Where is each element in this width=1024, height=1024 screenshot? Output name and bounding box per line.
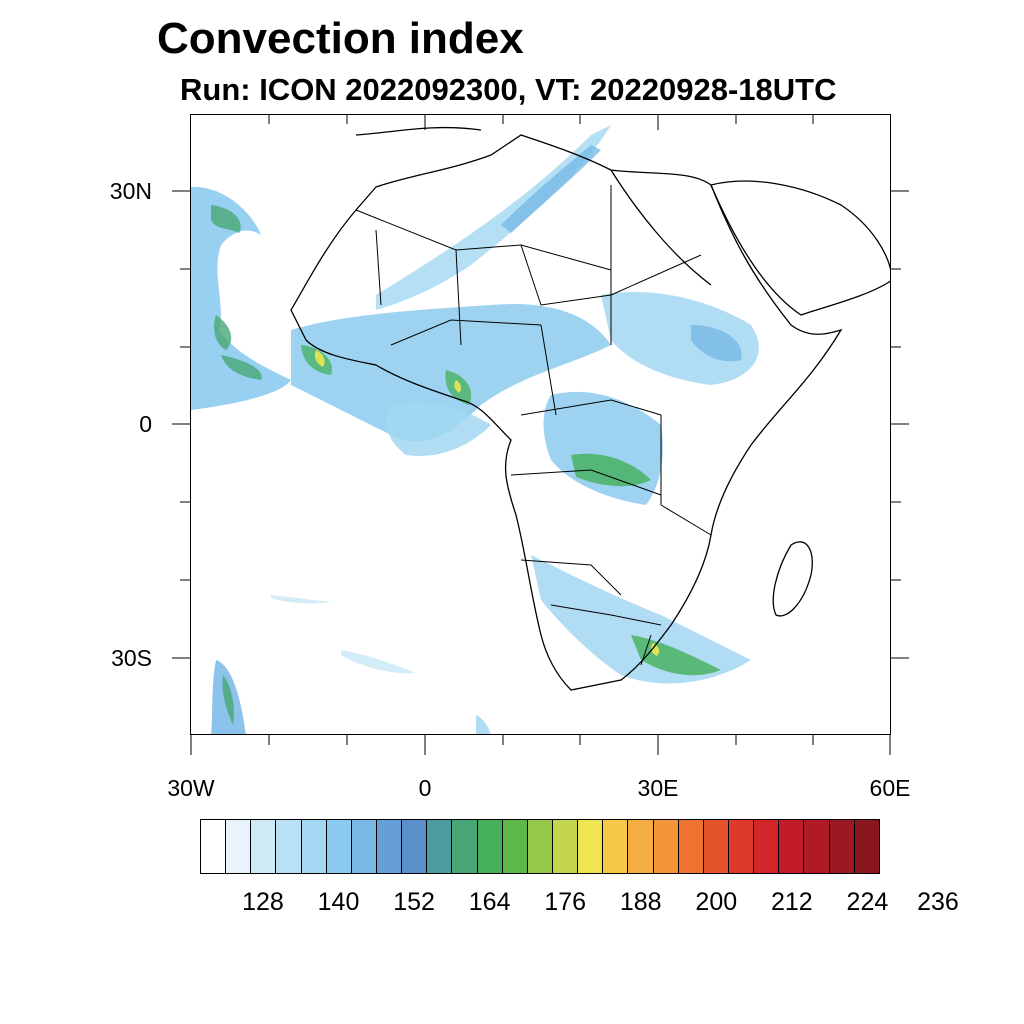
colorbar-box	[251, 820, 277, 873]
colorbar-label: 164	[468, 888, 511, 916]
chart-subtitle: Run: ICON 2022092300, VT: 20220928-18UTC	[180, 72, 837, 107]
map-panel	[190, 114, 891, 735]
field-blob-west-africa-core	[301, 345, 472, 405]
colorbar-label: 152	[393, 888, 435, 916]
field-blob-central-core	[571, 453, 651, 487]
field-blob-south-atlantic-2	[271, 595, 416, 674]
colorbar-box	[427, 820, 453, 873]
field-blob-sahara-core	[501, 145, 601, 233]
field-blob-gulf-guinea	[386, 403, 491, 456]
colorbar-label: 140	[317, 888, 360, 916]
convection-field	[191, 125, 759, 734]
colorbar-box	[201, 820, 227, 873]
field-blob-atlantic-north	[191, 186, 291, 410]
field-blob-ethiopia	[601, 291, 759, 385]
colorbar-label: 176	[544, 888, 587, 916]
red-sea-coast	[610, 169, 712, 286]
africa-coastline	[290, 134, 843, 691]
lat-tick-30s: 30S	[111, 645, 152, 671]
colorbar-box	[578, 820, 604, 873]
colorbar-box	[452, 820, 478, 873]
lat-tick-30n: 30N	[109, 178, 152, 204]
colorbar-box	[754, 820, 780, 873]
colorbar-box	[703, 820, 729, 873]
mediterranean-coast	[355, 126, 482, 136]
country-borders	[355, 185, 712, 666]
colorbar-box	[678, 820, 704, 873]
colorbar-box	[854, 820, 879, 873]
colorbar-box	[376, 820, 403, 873]
lat-tick-0: 0	[139, 411, 152, 437]
colorbar-box	[226, 820, 252, 873]
colorbar-box	[301, 820, 327, 873]
colorbar-box	[502, 820, 528, 873]
colorbar-label: 236	[917, 888, 959, 916]
colorbar-label: 128	[242, 888, 284, 916]
colorbar-box	[351, 820, 377, 873]
colorbar-label: 212	[770, 888, 813, 916]
colorbar-box	[804, 820, 830, 873]
field-blob-ethiopia-core	[691, 325, 742, 362]
map-svg	[191, 125, 890, 734]
colorbar	[200, 819, 880, 874]
chart-title: Convection index	[157, 14, 524, 63]
colorbar-box	[326, 820, 352, 873]
lon-tick-30e: 30E	[637, 775, 679, 801]
colorbar-box	[603, 820, 629, 873]
colorbar-box	[653, 820, 679, 873]
colorbar-box	[477, 820, 503, 873]
field-blob-atlantic-north-core	[211, 205, 262, 380]
colorbar-box	[829, 820, 855, 873]
colorbar-label: 188	[619, 888, 662, 916]
field-blob-sahara-band	[376, 125, 611, 310]
field-blob-south-atlantic-3	[476, 715, 491, 734]
madagascar-coastline	[772, 541, 813, 617]
field-blob-south-atlantic-core	[222, 675, 234, 725]
colorbar-box	[728, 820, 755, 873]
colorbar-box	[628, 820, 654, 873]
arabia-coastline	[710, 180, 890, 316]
field-blob-central-africa	[543, 391, 663, 505]
colorbar-box	[779, 820, 805, 873]
colorbar-box	[276, 820, 302, 873]
colorbar-box	[552, 820, 579, 873]
colorbar-label: 200	[695, 888, 738, 916]
colorbar-box	[402, 820, 428, 873]
field-blob-southern-hot	[650, 643, 660, 656]
colorbar-box	[527, 820, 553, 873]
colorbar-label: 224	[846, 888, 889, 916]
lon-tick-30w: 30W	[167, 775, 215, 801]
lon-tick-0: 0	[418, 775, 432, 801]
coastlines	[290, 126, 890, 691]
lon-tick-60e: 60E	[869, 775, 911, 801]
field-blob-southern-africa	[531, 555, 751, 684]
